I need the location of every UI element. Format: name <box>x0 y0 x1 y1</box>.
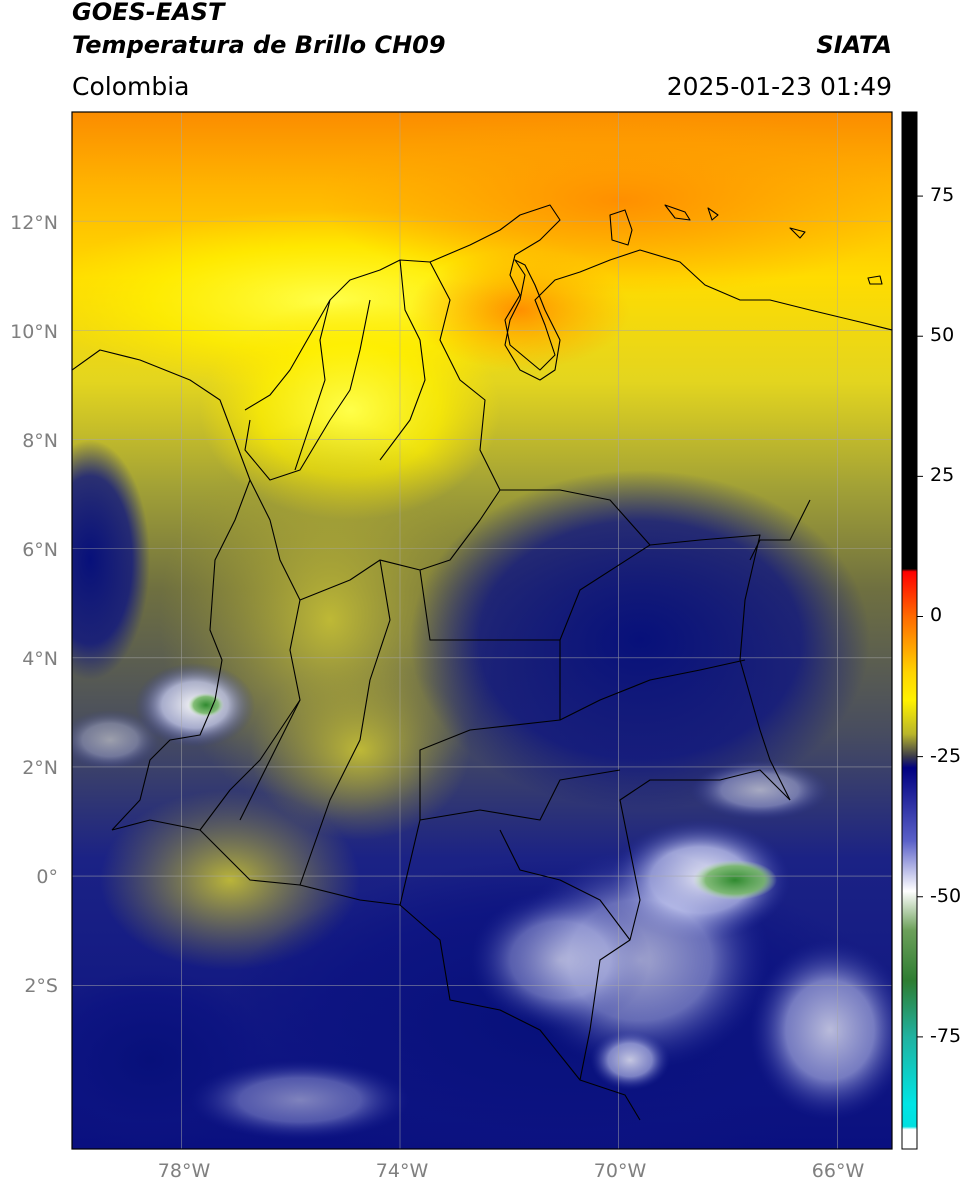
lon-label-66w: 66°W <box>811 1160 865 1182</box>
department-lines-10 <box>419 769 621 821</box>
venezuela-south-border <box>749 499 811 561</box>
colombia-venezuela-border <box>429 261 791 801</box>
lon-label-78w: 78°W <box>157 1160 211 1182</box>
department-lines-11 <box>499 829 631 941</box>
lat-lon-gridlines <box>72 112 892 1149</box>
lat-label-0: 0° <box>36 866 58 888</box>
department-lines-2 <box>294 299 331 471</box>
lat-label-2s: 2°S <box>24 975 58 997</box>
lat-label-2n: 2°N <box>22 757 58 779</box>
region-label: Colombia <box>72 72 190 101</box>
datetime-label: 2025-01-23 01:49 <box>666 72 892 101</box>
colombia-peru-ecuador-border <box>111 819 581 1081</box>
colorbar-label-50: 50 <box>930 324 955 347</box>
caribbean-islands <box>609 204 883 285</box>
colorbar-label-minus-50: -50 <box>930 884 962 907</box>
maracaibo-lake <box>504 259 561 381</box>
department-lines-8 <box>559 544 651 641</box>
colorbar-label-0: 0 <box>930 604 943 627</box>
lon-label-70w: 70°W <box>593 1160 647 1182</box>
department-lines-12 <box>199 699 301 831</box>
lat-label-8n: 8°N <box>22 430 58 452</box>
colorbar-label-minus-25: -25 <box>930 744 962 767</box>
department-lines-9 <box>559 659 746 721</box>
colorbar-label-75: 75 <box>930 184 955 207</box>
department-lines-3 <box>379 259 426 461</box>
caribbean-coast <box>244 204 892 411</box>
satellite-title: GOES-EAST <box>72 0 225 26</box>
department-lines-1 <box>244 299 371 481</box>
lat-label-6n: 6°N <box>22 539 58 561</box>
lat-label-4n: 4°N <box>22 648 58 670</box>
product-title: Temperatura de Brillo CH09 <box>72 31 446 59</box>
colorbar-frame <box>901 111 918 1150</box>
map-frame <box>71 111 893 1150</box>
political-borders <box>72 204 892 1121</box>
lon-label-74w: 74°W <box>375 1160 429 1182</box>
organization-label: SIATA <box>816 31 892 59</box>
country-border-outline <box>72 349 251 831</box>
lat-label-10n: 10°N <box>10 321 58 343</box>
lat-label-12n: 12°N <box>10 212 58 234</box>
colorbar-label-25: 25 <box>930 464 955 487</box>
department-lines-6 <box>299 559 391 886</box>
colorbar-scale <box>902 112 917 1149</box>
department-lines-4 <box>239 479 301 821</box>
colorbar-label-minus-75: -75 <box>930 1024 962 1047</box>
